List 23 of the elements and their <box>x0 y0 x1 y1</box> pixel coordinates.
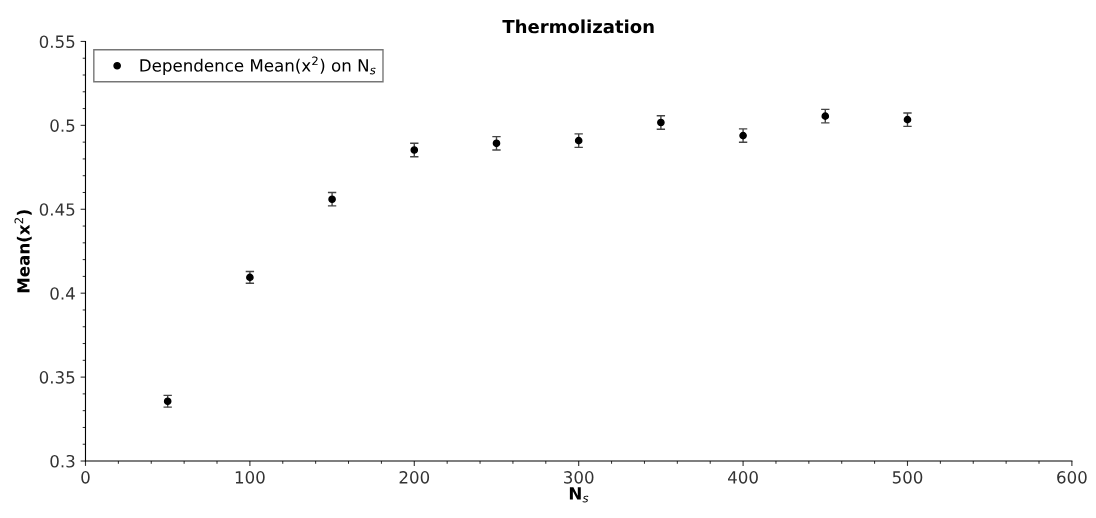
y-tick-label: 0.35 <box>39 371 75 384</box>
x-tick-label: 600 <box>1057 471 1087 484</box>
point <box>328 195 336 204</box>
x-tick-label: 200 <box>399 471 430 484</box>
point <box>410 146 419 154</box>
x-tick-label: 300 <box>564 471 594 484</box>
y-tick-label: 0.4 <box>50 287 75 300</box>
x-tick-label: 400 <box>728 471 758 484</box>
point <box>903 115 912 124</box>
x-tick-label: 500 <box>892 471 923 484</box>
point <box>492 139 501 148</box>
legend-label: Dependence Mean(x$^{2}$) on N$_{s}$ <box>140 56 376 75</box>
point <box>574 136 583 145</box>
x-tick-label: 100 <box>235 471 265 484</box>
x-tick-label: 0 <box>81 471 90 484</box>
y-tick-label: 0.3 <box>50 454 75 468</box>
y-axis-title: Mean(x$^{2}$) <box>14 210 32 293</box>
y-tick-label: 0.45 <box>39 203 75 216</box>
y-tick-label: 0.55 <box>39 35 75 49</box>
y-tick-label: 0.5 <box>50 119 75 132</box>
point <box>821 112 830 120</box>
x-axis-title: N$_{s}$ <box>569 487 589 503</box>
chart-title: Thermolization <box>502 19 654 34</box>
